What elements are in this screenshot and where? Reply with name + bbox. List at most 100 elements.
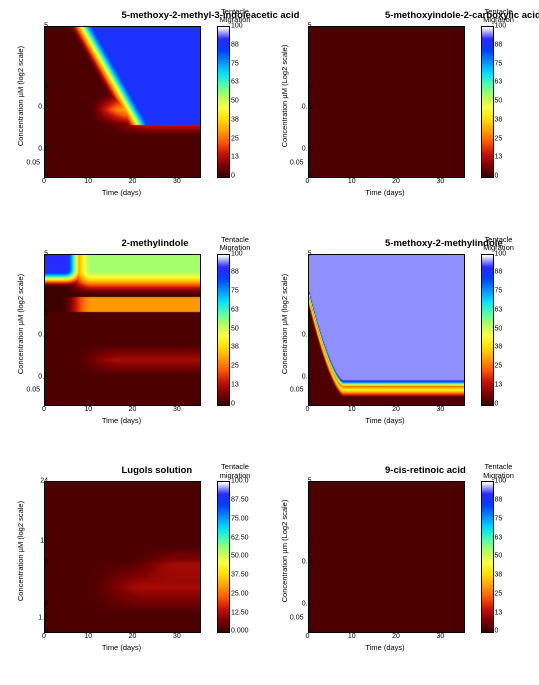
y-tick: 0 bbox=[28, 400, 48, 407]
colorbar-tick: 25 bbox=[495, 590, 503, 597]
y-tick: 0 bbox=[292, 628, 312, 635]
colorbar-tick: 0 bbox=[231, 400, 235, 407]
x-axis-label: Time (days) bbox=[44, 416, 199, 425]
y-tick: 0.05 bbox=[284, 614, 304, 621]
colorbar-tick: 63 bbox=[231, 79, 239, 86]
y-tick: 0.1 bbox=[28, 146, 48, 153]
y-tick: 0 bbox=[292, 400, 312, 407]
x-tick: 20 bbox=[129, 178, 137, 185]
y-tick: 0.5 bbox=[292, 331, 312, 338]
x-tick: 30 bbox=[436, 633, 444, 640]
x-axis-label: Time (days) bbox=[308, 416, 463, 425]
x-tick: 30 bbox=[436, 178, 444, 185]
colorbar-tick: 13 bbox=[495, 381, 503, 388]
y-tick: 0 bbox=[292, 173, 312, 180]
y-axis-label: Concentration µM (log2 scale) bbox=[16, 486, 25, 616]
x-tick: 30 bbox=[173, 633, 181, 640]
colorbar-tick: 88 bbox=[495, 269, 503, 276]
colorbar-tick: 0 bbox=[495, 400, 499, 407]
colorbar-tick: 25 bbox=[495, 135, 503, 142]
colorbar-tick: 75 bbox=[495, 60, 503, 67]
colorbar-tick: 37.50 bbox=[231, 572, 249, 579]
colorbar-tick: 38 bbox=[495, 572, 503, 579]
x-tick: 30 bbox=[173, 178, 181, 185]
x-axis-label: Time (days) bbox=[44, 643, 199, 652]
colorbar-tick: 63 bbox=[231, 306, 239, 313]
colorbar-tick: 13 bbox=[231, 154, 239, 161]
x-tick: 20 bbox=[129, 633, 137, 640]
x-axis-label: Time (days) bbox=[308, 188, 463, 197]
y-tick: 1 bbox=[292, 83, 312, 90]
y-tick: 0.1 bbox=[292, 601, 312, 608]
x-tick: 30 bbox=[173, 406, 181, 413]
colorbar-tick: 38 bbox=[495, 344, 503, 351]
colorbar bbox=[217, 26, 230, 178]
y-tick: 0.5 bbox=[292, 559, 312, 566]
y-tick: 5 bbox=[292, 23, 312, 30]
colorbar-tick: 50 bbox=[231, 98, 239, 105]
y-tick: 0.05 bbox=[20, 387, 40, 394]
x-tick: 20 bbox=[392, 633, 400, 640]
colorbar-tick: 87.50 bbox=[231, 497, 249, 504]
y-tick: 5 bbox=[292, 250, 312, 257]
colorbar-tick: 38 bbox=[495, 116, 503, 123]
colorbar-tick: 25 bbox=[231, 135, 239, 142]
colorbar-tick: 88 bbox=[495, 41, 503, 48]
colorbar-tick: 25 bbox=[495, 363, 503, 370]
colorbar-tick: 100 bbox=[495, 23, 507, 30]
y-tick: 6 bbox=[28, 559, 48, 566]
x-tick: 10 bbox=[84, 406, 92, 413]
x-tick: 20 bbox=[129, 406, 137, 413]
y-tick: 0.05 bbox=[284, 387, 304, 394]
colorbar-tick: 75 bbox=[495, 288, 503, 295]
x-tick: 10 bbox=[348, 633, 356, 640]
heatmap-canvas bbox=[308, 26, 465, 178]
y-tick: 1 bbox=[28, 310, 48, 317]
heatmap-canvas bbox=[308, 254, 465, 406]
colorbar-tick: 100 bbox=[231, 23, 243, 30]
colorbar bbox=[481, 26, 494, 178]
colorbar-tick: 0 bbox=[231, 173, 235, 180]
colorbar-tick: 88 bbox=[495, 497, 503, 504]
colorbar-tick: 13 bbox=[495, 154, 503, 161]
colorbar-tick: 62.50 bbox=[231, 534, 249, 541]
colorbar-tick: 88 bbox=[231, 269, 239, 276]
heatmap-canvas bbox=[44, 254, 201, 406]
x-tick: 10 bbox=[84, 633, 92, 640]
colorbar-tick: 75 bbox=[231, 288, 239, 295]
colorbar-tick: 100.0 bbox=[231, 478, 249, 485]
y-tick: 3 bbox=[28, 601, 48, 608]
y-tick: 1 bbox=[292, 310, 312, 317]
panel-1: 5-methoxyindole-2-carboxylic acidTentacl… bbox=[274, 10, 534, 220]
colorbar-tick: 50 bbox=[495, 98, 503, 105]
panel-0: 5-methoxy-2-methyl-3-indoleacetic acidTe… bbox=[10, 10, 270, 220]
colorbar-tick: 0.000 bbox=[231, 628, 249, 635]
colorbar-tick: 75.00 bbox=[231, 515, 249, 522]
y-tick: 1 bbox=[292, 538, 312, 545]
y-tick: 5 bbox=[28, 250, 48, 257]
colorbar-tick: 25 bbox=[231, 363, 239, 370]
colorbar-tick: 100 bbox=[231, 250, 243, 257]
colorbar-tick: 75 bbox=[495, 515, 503, 522]
y-axis-label: Concentration µM (Log2 scale) bbox=[280, 31, 289, 161]
colorbar-tick: 63 bbox=[495, 306, 503, 313]
y-tick: 0.1 bbox=[28, 373, 48, 380]
colorbar-tick: 12.50 bbox=[231, 609, 249, 616]
x-axis-label: Time (days) bbox=[44, 188, 199, 197]
colorbar-tick: 50 bbox=[495, 325, 503, 332]
x-axis-label: Time (days) bbox=[308, 643, 463, 652]
colorbar-tick: 0 bbox=[495, 173, 499, 180]
y-tick: 0.1 bbox=[292, 373, 312, 380]
colorbar-tick: 50 bbox=[231, 325, 239, 332]
heatmap-canvas bbox=[308, 481, 465, 633]
y-tick: 5 bbox=[28, 23, 48, 30]
colorbar bbox=[481, 481, 494, 633]
colorbar-tick: 38 bbox=[231, 344, 239, 351]
colorbar-tick: 13 bbox=[495, 609, 503, 616]
y-tick: 1 bbox=[28, 83, 48, 90]
colorbar-tick: 63 bbox=[495, 79, 503, 86]
x-tick: 20 bbox=[392, 178, 400, 185]
x-tick: 20 bbox=[392, 406, 400, 413]
y-tick: 0.5 bbox=[292, 104, 312, 111]
colorbar-tick: 88 bbox=[231, 41, 239, 48]
